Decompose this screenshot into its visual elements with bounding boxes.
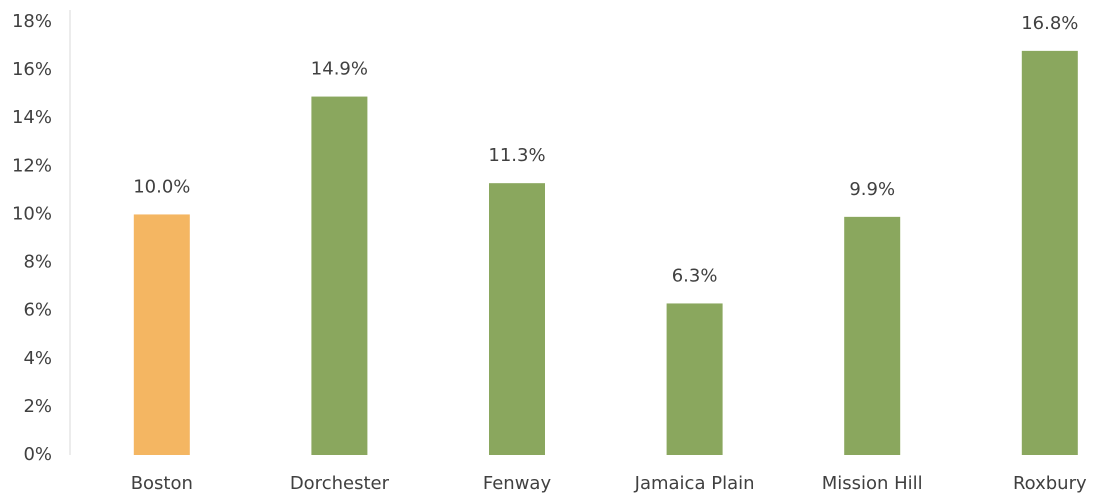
value-label: 11.3% (488, 145, 545, 166)
y-tick-label: 14% (12, 107, 52, 128)
bar (311, 96, 368, 456)
x-tick-label: Fenway (483, 473, 552, 494)
value-label: 16.8% (1021, 13, 1078, 34)
value-label: 10.0% (133, 176, 190, 197)
bar (489, 183, 545, 455)
y-tick-label: 10% (12, 203, 52, 224)
y-tick-label: 2% (23, 396, 52, 417)
y-tick-label: 4% (23, 348, 52, 369)
x-tick-label: Dorchester (290, 473, 390, 494)
bar (666, 303, 723, 455)
y-tick-label: 12% (12, 155, 52, 176)
value-label: 14.9% (311, 59, 368, 80)
x-tick-label: Roxbury (1013, 473, 1087, 494)
value-label: 9.9% (849, 179, 895, 200)
y-tick-label: 8% (23, 252, 52, 273)
y-tick-label: 6% (23, 300, 52, 321)
x-tick-label: Mission Hill (822, 473, 923, 494)
bar (133, 214, 190, 455)
x-tick-label: Jamaica Plain (634, 473, 755, 494)
value-label: 6.3% (672, 265, 718, 286)
y-tick-label: 0% (23, 444, 52, 465)
y-tick-label: 16% (12, 59, 52, 80)
bar (844, 216, 901, 455)
y-tick-label: 18% (12, 11, 52, 32)
bar (1021, 50, 1078, 455)
x-tick-label: Boston (131, 473, 193, 494)
